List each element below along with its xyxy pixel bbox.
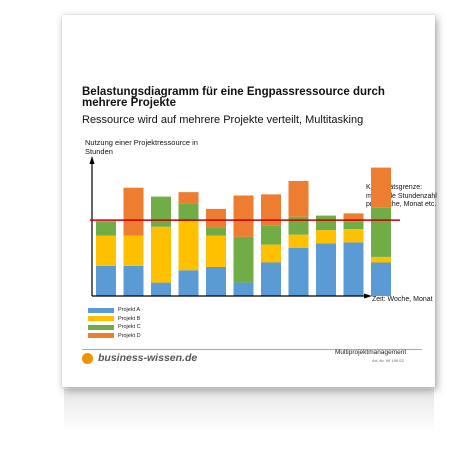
bar-segment-projekt-d-col-7 [261,194,281,226]
bar-segment-projekt-c-col-5 [206,227,226,236]
legend: Projekt A Projekt B Projekt C Projekt D [88,306,141,340]
bar-segment-projekt-b-col-1 [96,235,116,266]
bar-segment-projekt-a-col-9 [316,243,336,296]
bar-segment-projekt-b-col-9 [316,230,336,244]
bar-segment-projekt-c-col-6 [233,236,254,283]
bar-segment-projekt-a-col-11 [371,262,391,296]
bar-segment-projekt-a-col-3 [151,282,171,296]
bar-segment-projekt-d-col-10 [343,213,364,222]
legend-swatch-projekt-a [88,307,114,313]
x-axis-label: Zeit: Woche, Monat [372,296,433,303]
bar-segment-projekt-b-col-3 [151,226,171,283]
bar-segment-projekt-c-col-8 [288,216,309,235]
legend-label: Projekt C [118,324,141,331]
bar-segment-projekt-a-col-10 [343,242,364,296]
bar-segment-projekt-d-col-11 [371,167,391,208]
bar-segment-projekt-c-col-3 [151,196,171,227]
bar-segment-projekt-b-col-4 [178,221,199,271]
bar-segment-projekt-a-col-7 [261,262,281,296]
doc-name: Multiprojektmanagement [335,349,407,356]
bar-segment-projekt-a-col-5 [206,266,226,296]
doc-number: Art.-Nr. 99 199 03 [372,358,404,363]
bar-segment-projekt-c-col-11 [371,207,391,257]
footer-divider [82,349,422,350]
chart-subtitle: Ressource wird auf mehrere Projekte vert… [82,114,364,126]
legend-item: Projekt D [88,332,141,341]
bar-segment-projekt-d-col-2 [123,187,144,236]
bar-segment-projekt-d-col-4 [178,192,199,204]
legend-item: Projekt C [88,323,141,332]
capacity-label: Kapazitätsgrenze: maximale Stundenzahl p… [366,184,437,208]
sheet-reflection [64,389,434,431]
legend-swatch-projekt-c [88,324,114,330]
brand-dot-icon [82,352,93,364]
bar-segment-projekt-d-col-6 [233,195,254,237]
legend-item: Projekt A [88,306,141,315]
bar-segment-projekt-b-col-8 [288,234,309,248]
bar-segment-projekt-b-col-11 [371,256,391,263]
chart-title: Belastungsdiagramm für eine Engpassresso… [82,86,385,109]
legend-swatch-projekt-b [88,316,114,322]
bar-segment-projekt-d-col-5 [206,208,226,228]
bar-segment-projekt-c-col-7 [261,225,281,245]
legend-label: Projekt B [118,315,141,322]
y-axis-label: Nutzung einer Projektressource in Stunde… [85,138,198,156]
x-axis-arrow [364,293,372,299]
bars-group [96,167,391,296]
bar-segment-projekt-c-col-9 [316,215,336,231]
legend-label: Projekt A [118,307,141,314]
bar-segment-projekt-a-col-2 [123,265,144,296]
bar-segment-projekt-b-col-2 [123,235,144,266]
bar-segment-projekt-b-col-10 [343,229,364,243]
bar-segment-projekt-a-col-6 [233,282,254,296]
bar-segment-projekt-d-col-8 [288,180,309,217]
legend-swatch-projekt-d [88,333,114,339]
bar-segment-projekt-b-col-7 [261,244,281,263]
bar-segment-projekt-a-col-4 [178,270,199,296]
legend-label: Projekt D [118,332,141,339]
brand-logo: business-wissen.de [82,352,197,364]
legend-item: Projekt B [88,315,141,324]
bar-segment-projekt-a-col-8 [288,247,309,296]
bar-segment-projekt-b-col-5 [206,235,226,267]
y-axis-arrow [89,156,95,164]
bar-segment-projekt-c-col-1 [96,221,116,236]
bar-segment-projekt-c-col-10 [343,221,364,229]
brand-text: business-wissen.de [98,352,198,364]
bar-segment-projekt-a-col-1 [96,265,116,296]
bar-segment-projekt-c-col-4 [178,203,199,222]
